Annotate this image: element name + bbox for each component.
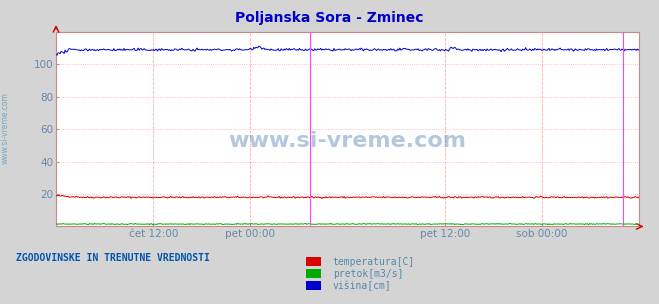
Text: višina[cm]: višina[cm] [333,281,391,292]
Text: Poljanska Sora - Zminec: Poljanska Sora - Zminec [235,11,424,25]
Text: www.si-vreme.com: www.si-vreme.com [229,131,467,151]
Text: ZGODOVINSKE IN TRENUTNE VREDNOSTI: ZGODOVINSKE IN TRENUTNE VREDNOSTI [16,254,210,264]
Text: www.si-vreme.com: www.si-vreme.com [1,92,10,164]
Text: pretok[m3/s]: pretok[m3/s] [333,269,403,279]
Text: temperatura[C]: temperatura[C] [333,257,415,267]
